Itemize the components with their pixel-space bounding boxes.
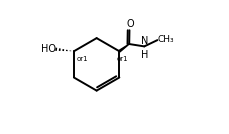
Text: CH₃: CH₃ [157,35,174,44]
Text: or1: or1 [117,56,128,62]
Text: O: O [125,19,133,29]
Text: N: N [140,36,147,46]
Polygon shape [118,44,129,52]
Text: HO: HO [40,44,55,54]
Text: or1: or1 [76,56,88,62]
Text: H: H [140,50,147,60]
